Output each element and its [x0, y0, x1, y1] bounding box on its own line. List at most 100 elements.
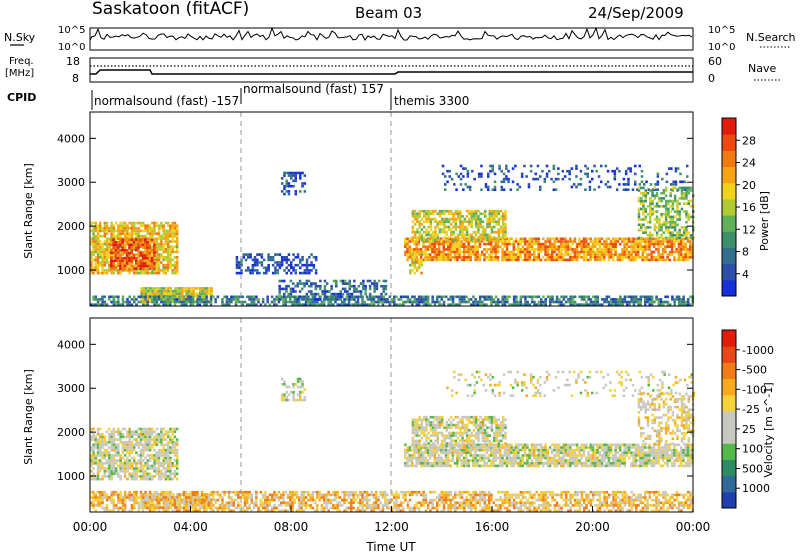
data-cell	[415, 269, 419, 272]
data-cell	[362, 282, 365, 285]
data-cell	[528, 303, 532, 306]
data-cell	[101, 250, 104, 254]
data-cell	[105, 237, 109, 241]
data-cell	[135, 493, 138, 497]
data-cell	[527, 183, 531, 186]
data-cell	[638, 183, 641, 186]
data-cell	[496, 245, 500, 248]
data-cell	[459, 217, 462, 221]
data-cell	[142, 464, 145, 468]
colorbar-tick-label: 20	[742, 179, 756, 192]
data-cell	[425, 209, 428, 213]
data-cell	[664, 186, 668, 190]
data-cell	[146, 438, 149, 441]
data-cell	[308, 256, 311, 259]
data-cell	[512, 303, 516, 306]
data-cell	[644, 194, 647, 198]
data-cell	[535, 258, 538, 262]
data-cell	[415, 245, 418, 248]
data-cell	[585, 237, 588, 241]
data-cell	[422, 245, 425, 248]
data-cell	[267, 266, 270, 270]
data-cell	[187, 498, 191, 501]
data-cell	[110, 234, 113, 238]
data-cell	[458, 240, 461, 243]
data-cell	[616, 256, 620, 259]
data-cell	[354, 303, 358, 306]
data-cell	[148, 251, 151, 255]
data-cell	[244, 258, 248, 262]
data-cell	[103, 258, 107, 262]
data-cell	[603, 258, 606, 262]
data-cell	[90, 250, 93, 254]
data-cell	[673, 250, 676, 254]
data-cell	[503, 250, 507, 254]
data-cell	[201, 292, 204, 295]
data-cell	[562, 248, 565, 251]
data-cell	[507, 177, 510, 181]
data-cell	[496, 242, 500, 246]
data-cell	[121, 300, 125, 304]
data-cell	[265, 266, 268, 270]
data-cell	[157, 295, 161, 299]
data-cell	[112, 232, 116, 235]
data-cell	[377, 298, 381, 301]
data-cell	[627, 180, 630, 184]
data-cell	[119, 430, 122, 433]
data-cell	[447, 250, 450, 254]
data-cell	[105, 261, 109, 264]
data-cell	[312, 266, 316, 270]
data-cell	[627, 167, 630, 170]
data-cell	[535, 248, 538, 251]
data-cell	[209, 501, 213, 505]
data-cell	[105, 493, 109, 497]
data-cell	[537, 258, 540, 262]
data-cell	[479, 223, 482, 226]
data-cell	[425, 228, 428, 231]
data-cell	[169, 303, 172, 306]
data-cell	[632, 258, 635, 262]
data-cell	[516, 183, 519, 186]
data-cell	[433, 303, 437, 306]
data-cell	[546, 258, 549, 262]
data-cell	[384, 300, 387, 304]
data-cell	[153, 462, 156, 465]
data-cell	[142, 287, 145, 290]
data-cell	[139, 456, 143, 460]
data-cell	[133, 446, 136, 449]
data-cell	[169, 506, 173, 509]
data-cell	[130, 234, 134, 238]
data-cell	[440, 240, 443, 243]
data-cell	[148, 477, 152, 481]
data-cell	[99, 227, 102, 230]
data-cell	[103, 443, 107, 447]
data-cell	[90, 504, 93, 507]
data-cell	[524, 300, 527, 304]
data-cell	[146, 241, 149, 244]
data-cell	[477, 215, 480, 218]
data-cell	[666, 253, 669, 256]
data-cell	[205, 496, 208, 499]
data-cell	[668, 240, 672, 243]
data-cell	[461, 228, 464, 231]
data-cell	[162, 459, 165, 462]
data-cell	[146, 266, 149, 270]
data-cell	[157, 472, 161, 476]
data-cell	[162, 289, 166, 293]
data-cell	[429, 220, 433, 223]
data-cell	[607, 256, 611, 259]
data-cell	[512, 242, 516, 246]
data-cell	[413, 236, 417, 239]
data-cell	[571, 248, 574, 251]
data-cell	[505, 256, 509, 259]
data-cell	[641, 253, 644, 256]
data-cell	[96, 477, 100, 481]
data-cell	[144, 238, 147, 241]
data-cell	[468, 188, 472, 191]
data-cell	[458, 253, 461, 256]
data-cell	[199, 300, 202, 303]
data-cell	[621, 240, 624, 243]
data-cell	[153, 289, 157, 293]
data-cell	[142, 221, 145, 225]
data-cell	[537, 253, 540, 256]
